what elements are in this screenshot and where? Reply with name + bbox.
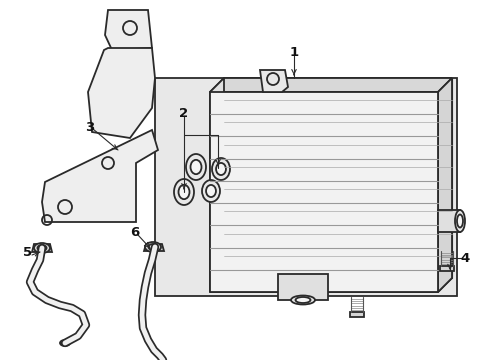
Ellipse shape [454,210,464,232]
Polygon shape [209,78,224,292]
Ellipse shape [34,243,50,253]
Ellipse shape [145,242,161,252]
Ellipse shape [205,185,216,197]
Text: 2: 2 [179,107,188,120]
Ellipse shape [60,340,70,346]
Ellipse shape [212,158,229,180]
Polygon shape [437,78,451,292]
Text: 5: 5 [23,246,33,258]
Ellipse shape [38,245,46,251]
Polygon shape [224,78,451,278]
Ellipse shape [178,185,189,199]
Text: 3: 3 [85,121,95,134]
Ellipse shape [174,179,194,205]
Polygon shape [105,10,152,50]
Polygon shape [439,266,453,271]
Ellipse shape [185,154,205,180]
Ellipse shape [190,160,201,174]
Ellipse shape [202,180,220,202]
Polygon shape [278,274,327,300]
Polygon shape [437,210,459,232]
Text: 4: 4 [459,252,468,265]
Ellipse shape [216,163,225,175]
Polygon shape [32,244,52,252]
Text: 6: 6 [130,225,140,239]
Polygon shape [209,78,451,92]
Polygon shape [349,312,363,317]
Text: 1: 1 [289,45,298,59]
Polygon shape [143,244,163,251]
Polygon shape [42,130,158,222]
Polygon shape [88,48,155,138]
Polygon shape [209,278,451,292]
Bar [155,78,456,296]
Ellipse shape [148,244,157,250]
Ellipse shape [456,215,462,228]
Polygon shape [209,92,437,292]
Ellipse shape [295,297,310,303]
Polygon shape [260,70,287,92]
Ellipse shape [290,296,314,305]
